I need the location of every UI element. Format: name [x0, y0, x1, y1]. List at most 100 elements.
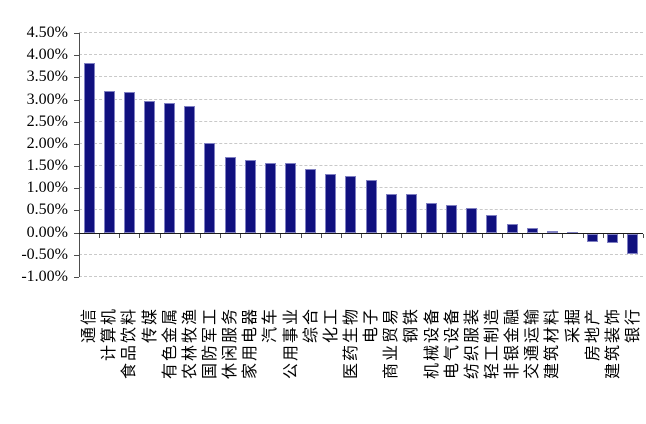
bar-电气设备: [446, 204, 457, 233]
x-axis-tick: [643, 233, 644, 238]
y-axis-tick: [74, 232, 79, 234]
x-category-label-text: 非银金融: [504, 307, 521, 380]
y-axis-tick: [74, 143, 79, 145]
x-axis-tick: [320, 233, 322, 238]
x-axis-tick: [381, 233, 383, 238]
x-axis-tick: [421, 233, 423, 238]
x-axis-line: [79, 232, 643, 234]
bar-机械设备: [426, 202, 437, 233]
x-category-label-text: 建筑材料: [544, 307, 561, 380]
y-axis-tick: [74, 166, 79, 168]
x-axis-tick: [622, 233, 624, 238]
bar-纺织服装: [466, 207, 477, 233]
y-tick-label: 0.00%: [26, 223, 68, 241]
bar-汽车: [265, 162, 276, 233]
x-category-label-text: 传媒: [142, 307, 159, 344]
y-tick-label: -1.00%: [21, 268, 68, 285]
gridline: [79, 253, 643, 255]
y-tick-label: 4.00%: [26, 46, 68, 64]
y-tick-label: 2.00%: [26, 134, 68, 152]
bar-商业贸易: [386, 193, 397, 233]
y-tick-label: 4.50%: [26, 24, 68, 41]
x-axis-tick: [602, 233, 604, 238]
y-axis-tick: [74, 277, 79, 278]
bar-家用电器: [245, 159, 256, 233]
bar-休闲服务: [225, 156, 236, 233]
x-category-label-text: 房地产: [585, 307, 602, 362]
bar-计算机: [104, 90, 115, 233]
bar-建筑装饰: [607, 233, 618, 243]
y-tick-label: 2.50%: [26, 112, 68, 130]
gridline: [79, 165, 643, 167]
x-category-label-text: 电子: [363, 307, 380, 344]
gridline: [79, 276, 643, 277]
y-axis-tick: [74, 99, 79, 101]
x-category-label-text: 轻工制造: [484, 307, 501, 380]
x-category-label-text: 电气设备: [444, 307, 461, 380]
x-axis-tick: [340, 233, 342, 238]
x-category-label-text: 交通运输: [524, 307, 541, 380]
x-category-label-text: 纺织服装: [464, 307, 481, 380]
bar-化工: [325, 173, 336, 233]
y-axis-tick: [74, 254, 79, 256]
gridline: [79, 142, 643, 144]
x-axis-tick: [280, 233, 282, 238]
y-tick-label: 1.50%: [26, 157, 68, 175]
x-category-label-text: 公用事业: [283, 307, 300, 380]
bar-综合: [305, 168, 316, 233]
bar-轻工制造: [486, 214, 497, 233]
x-axis-tick: [582, 233, 584, 238]
x-category-label-text: 采掘: [565, 307, 582, 344]
x-axis-tick: [461, 233, 463, 238]
bar-有色金属: [164, 102, 175, 233]
x-category-label-text: 综合: [303, 307, 320, 344]
y-tick-label: 1.00%: [26, 179, 68, 197]
x-category-label-text: 国防军工: [202, 307, 219, 380]
x-category-label-text: 建筑装饰: [605, 307, 622, 380]
x-category-label: 银行: [625, 306, 646, 343]
x-category-label-text: 汽车: [262, 307, 279, 344]
x-axis-tick: [199, 233, 201, 238]
x-axis-tick: [542, 233, 544, 238]
bar-国防军工: [204, 142, 215, 233]
x-category-label-text: 休闲服务: [222, 307, 239, 380]
gridline: [79, 76, 643, 78]
gridline: [79, 120, 643, 122]
y-axis-line: [79, 33, 80, 277]
bar-食品饮料: [124, 91, 135, 233]
gridline: [79, 98, 643, 100]
y-tick-label: -0.50%: [21, 245, 68, 263]
y-axis-tick: [74, 55, 79, 57]
gridline: [79, 209, 643, 211]
x-category-label-text: 化工: [323, 307, 340, 344]
bar-通信: [84, 62, 95, 233]
x-category-label-text: 机械设备: [424, 307, 441, 380]
bar-银行: [627, 233, 638, 254]
x-axis-tick: [401, 233, 403, 238]
x-axis-tick: [179, 233, 181, 238]
x-axis-tick: [220, 233, 221, 238]
x-axis-tick: [99, 233, 101, 238]
x-axis-tick: [300, 233, 302, 238]
bar-农林牧渔: [184, 105, 195, 233]
y-axis-tick: [74, 33, 79, 34]
bar-钢铁: [406, 193, 417, 233]
gridline: [79, 32, 643, 33]
bar-房地产: [587, 233, 598, 242]
x-category-label-text: 医药生物: [343, 307, 360, 380]
bar-建筑材料: [547, 230, 558, 233]
gridline: [79, 187, 643, 189]
x-category-label-text: 计算机: [101, 307, 118, 362]
gridline: [79, 54, 643, 56]
x-axis-tick: [139, 233, 141, 238]
x-axis-tick: [522, 233, 524, 238]
x-category-label-text: 通信: [81, 307, 98, 344]
bar-传媒: [144, 100, 155, 233]
x-axis-tick: [562, 233, 564, 238]
x-category-label-text: 商业贸易: [383, 307, 400, 380]
x-category-label-text: 家用电器: [242, 307, 259, 380]
x-category-label-text: 钢铁: [403, 307, 420, 344]
x-axis-tick: [119, 233, 121, 238]
x-category-label-text: 食品饮料: [121, 307, 138, 380]
